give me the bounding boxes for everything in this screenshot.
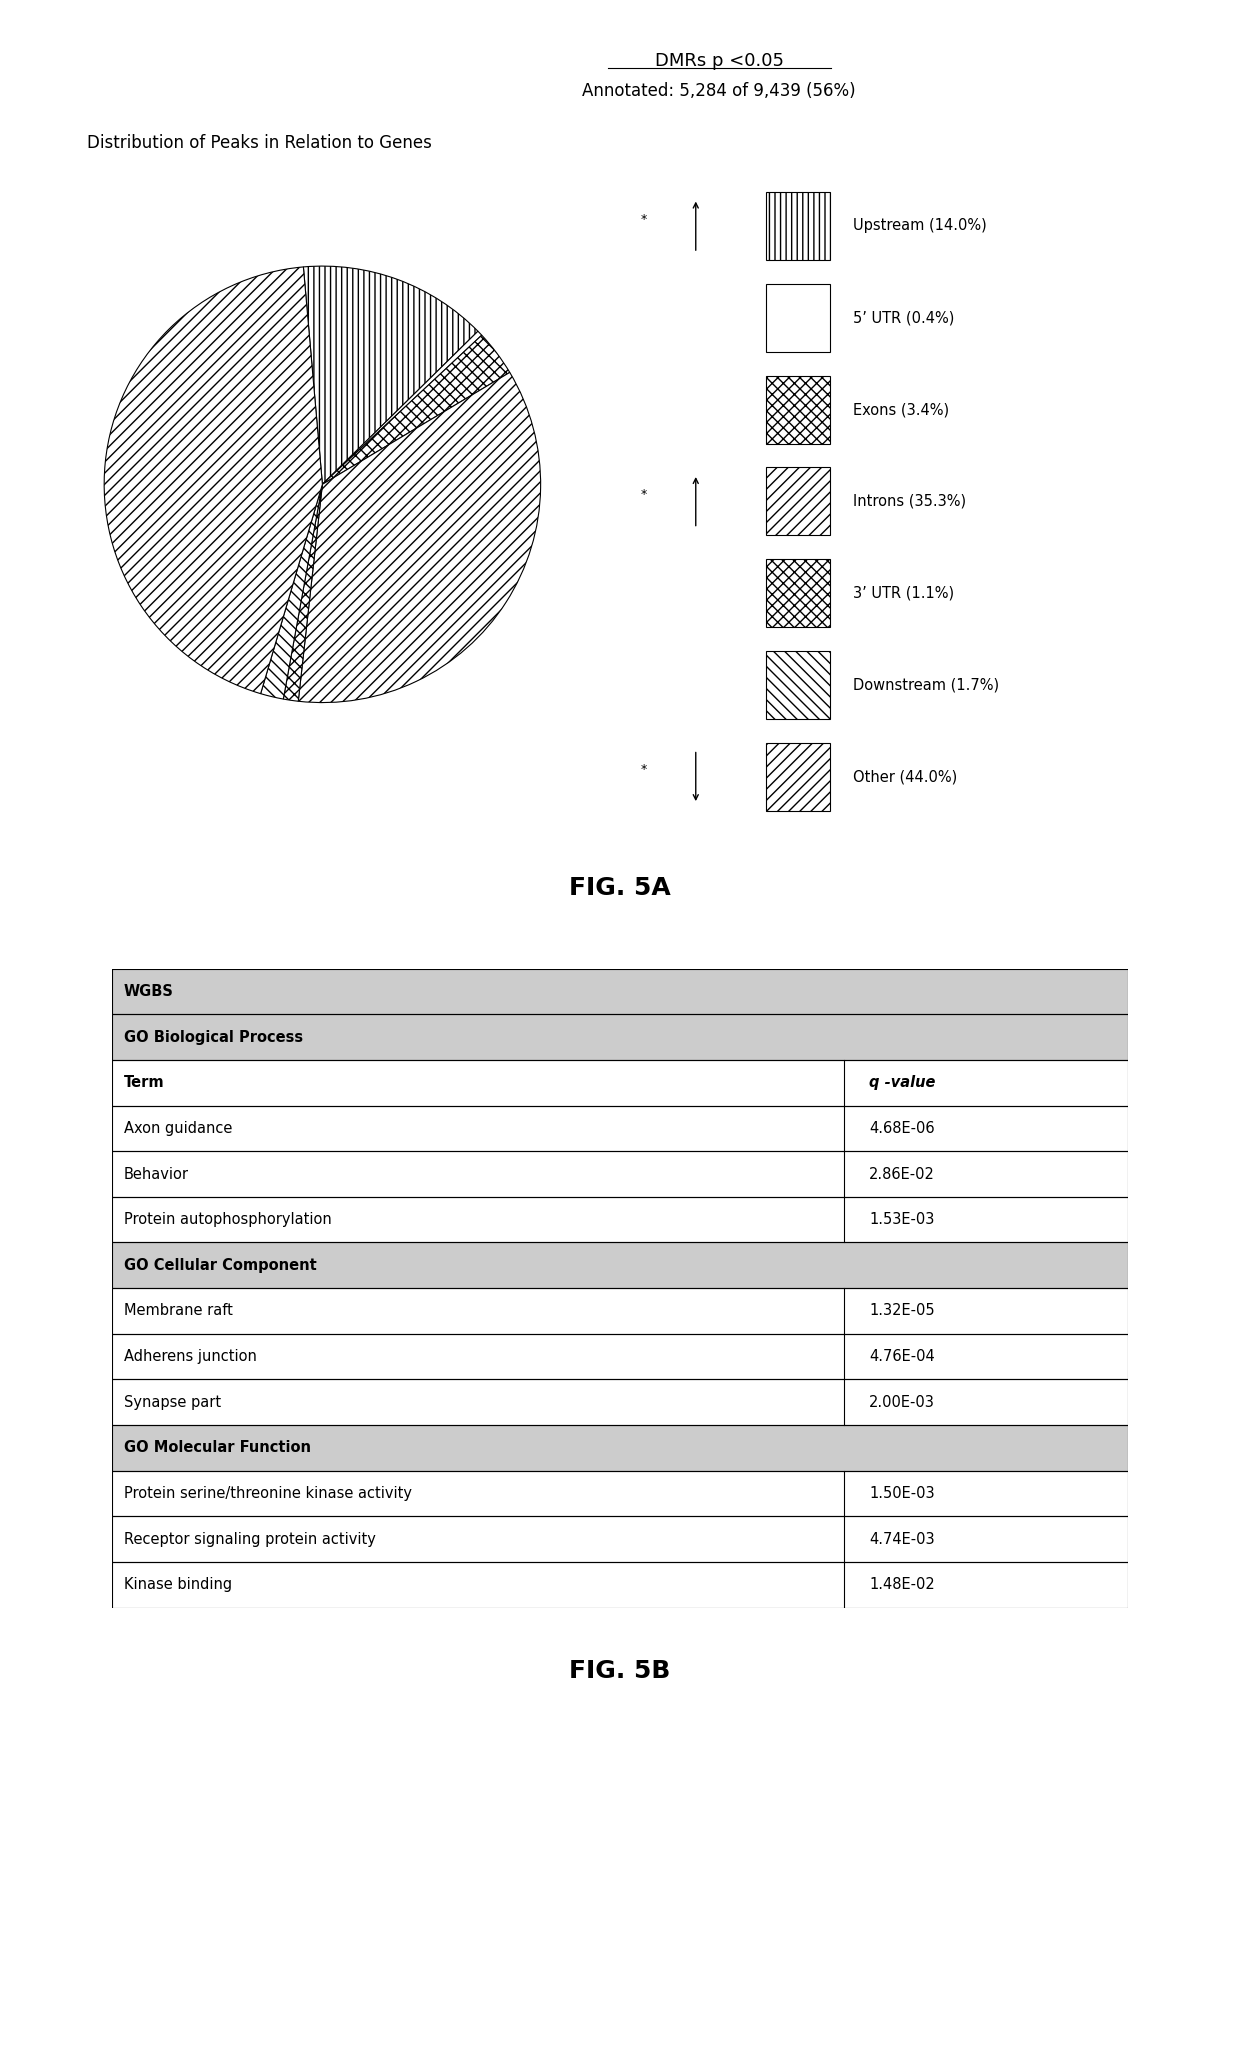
Bar xyxy=(766,284,830,352)
Text: Synapse part: Synapse part xyxy=(124,1395,221,1410)
Wedge shape xyxy=(104,268,322,695)
Wedge shape xyxy=(299,373,541,703)
Text: Distribution of Peaks in Relation to Genes: Distribution of Peaks in Relation to Gen… xyxy=(87,134,432,153)
Text: 1.32E-05: 1.32E-05 xyxy=(869,1303,935,1319)
Text: 5’ UTR (0.4%): 5’ UTR (0.4%) xyxy=(853,311,955,326)
Bar xyxy=(766,468,830,536)
Text: *: * xyxy=(640,763,646,777)
Wedge shape xyxy=(304,266,477,484)
Text: 1.48E-02: 1.48E-02 xyxy=(869,1577,935,1593)
Text: Protein autophosphorylation: Protein autophosphorylation xyxy=(124,1212,331,1226)
Text: GO Molecular Function: GO Molecular Function xyxy=(124,1441,311,1455)
Text: GO Cellular Component: GO Cellular Component xyxy=(124,1257,316,1274)
Text: *: * xyxy=(640,488,646,501)
Wedge shape xyxy=(260,484,322,699)
Text: Upstream (14.0%): Upstream (14.0%) xyxy=(853,218,987,233)
Text: q -value: q -value xyxy=(869,1076,935,1090)
Text: DMRs p <0.05: DMRs p <0.05 xyxy=(655,52,784,70)
Bar xyxy=(112,969,1128,1014)
Text: Exons (3.4%): Exons (3.4%) xyxy=(853,402,950,416)
Text: FIG. 5A: FIG. 5A xyxy=(569,876,671,901)
Bar xyxy=(766,559,830,627)
Bar xyxy=(766,742,830,810)
Text: 2.86E-02: 2.86E-02 xyxy=(869,1167,935,1181)
Text: Adherens junction: Adherens junction xyxy=(124,1350,257,1364)
Bar xyxy=(766,192,830,260)
Text: 1.50E-03: 1.50E-03 xyxy=(869,1486,935,1500)
Text: Introns (35.3%): Introns (35.3%) xyxy=(853,495,966,509)
Text: Protein serine/threonine kinase activity: Protein serine/threonine kinase activity xyxy=(124,1486,412,1500)
Text: Kinase binding: Kinase binding xyxy=(124,1577,232,1593)
Text: Receptor signaling protein activity: Receptor signaling protein activity xyxy=(124,1531,376,1546)
Text: FIG. 5B: FIG. 5B xyxy=(569,1659,671,1684)
Bar xyxy=(766,651,830,719)
Wedge shape xyxy=(283,484,322,701)
Text: WGBS: WGBS xyxy=(124,983,174,1000)
Text: Behavior: Behavior xyxy=(124,1167,188,1181)
Wedge shape xyxy=(322,336,510,484)
Text: 2.00E-03: 2.00E-03 xyxy=(869,1395,935,1410)
Text: *: * xyxy=(640,212,646,225)
Text: Membrane raft: Membrane raft xyxy=(124,1303,233,1319)
Bar xyxy=(112,1424,1128,1472)
Text: 1.53E-03: 1.53E-03 xyxy=(869,1212,935,1226)
Text: Other (44.0%): Other (44.0%) xyxy=(853,769,957,785)
Bar xyxy=(112,1014,1128,1059)
Text: 4.76E-04: 4.76E-04 xyxy=(869,1350,935,1364)
Bar xyxy=(766,375,830,443)
Text: Term: Term xyxy=(124,1076,165,1090)
Text: GO Biological Process: GO Biological Process xyxy=(124,1030,303,1045)
Text: Downstream (1.7%): Downstream (1.7%) xyxy=(853,678,999,692)
Wedge shape xyxy=(322,332,481,484)
Text: 4.68E-06: 4.68E-06 xyxy=(869,1121,935,1136)
Text: 3’ UTR (1.1%): 3’ UTR (1.1%) xyxy=(853,585,955,600)
Bar xyxy=(112,1243,1128,1288)
Text: Annotated: 5,284 of 9,439 (56%): Annotated: 5,284 of 9,439 (56%) xyxy=(583,82,856,101)
Text: 4.74E-03: 4.74E-03 xyxy=(869,1531,935,1546)
Text: Axon guidance: Axon guidance xyxy=(124,1121,232,1136)
